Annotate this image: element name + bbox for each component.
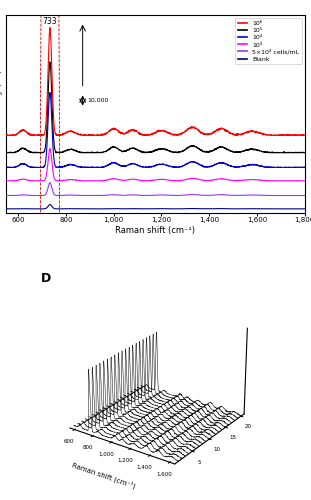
X-axis label: Raman shift (cm⁻¹): Raman shift (cm⁻¹) — [115, 226, 196, 235]
Y-axis label: Raman intensity (au): Raman intensity (au) — [0, 70, 3, 158]
Text: D: D — [41, 272, 51, 285]
X-axis label: Raman shift (cm⁻¹): Raman shift (cm⁻¹) — [71, 461, 137, 490]
Text: 733: 733 — [43, 16, 57, 26]
Text: 10,000: 10,000 — [87, 98, 108, 103]
Legend: 10⁶, 10⁵, 10⁴, 10³, 5×10² cells/mL, Blank: 10⁶, 10⁵, 10⁴, 10³, 5×10² cells/mL, Blan… — [235, 18, 302, 64]
